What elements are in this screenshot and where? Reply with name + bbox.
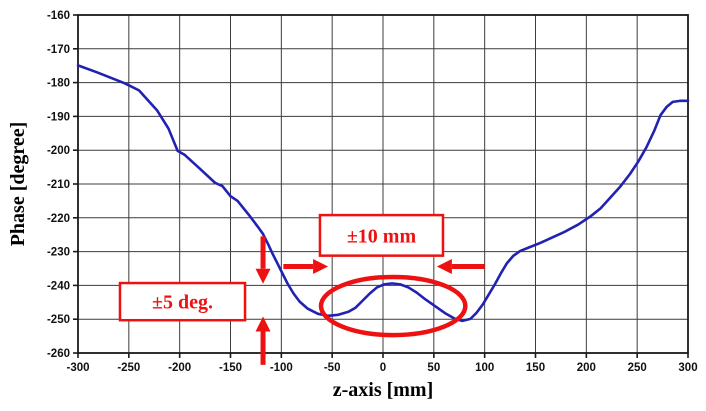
y-tick-label: -250 xyxy=(47,314,70,326)
y-tick-label: -180 xyxy=(47,78,70,90)
arrow-left-icon xyxy=(436,258,485,274)
tick-marks xyxy=(73,14,689,358)
y-tick-label: -260 xyxy=(47,348,70,360)
arrow-right-icon xyxy=(283,258,329,274)
y-tick-label: -170 xyxy=(47,44,70,56)
x-tick-label: -200 xyxy=(168,362,191,374)
y-tick-label: -200 xyxy=(47,145,70,157)
x-tick-label: 200 xyxy=(577,362,596,374)
y-tick-label: -190 xyxy=(47,111,70,123)
arrow-down-icon xyxy=(255,236,271,284)
label-5deg-text: ±5 deg. xyxy=(152,292,213,314)
x-tick-label: 0 xyxy=(380,362,386,374)
annotations: ±10 mm ±5 deg. xyxy=(118,213,485,365)
label-10mm-box: ±10 mm xyxy=(318,213,445,257)
x-tick-label: -50 xyxy=(324,362,341,374)
y-tick-label: -230 xyxy=(47,247,70,259)
x-tick-label: 100 xyxy=(475,362,494,374)
ripple-highlight-ellipse xyxy=(318,274,468,338)
x-tick-label: 250 xyxy=(628,362,647,374)
x-tick-label: 150 xyxy=(526,362,545,374)
y-tick-label: -220 xyxy=(47,213,70,225)
y-axis-title: Phase [degree] xyxy=(7,122,29,247)
x-tick-label: 300 xyxy=(678,362,697,374)
x-axis-title: z-axis [mm] xyxy=(333,379,434,401)
phase-curve xyxy=(76,64,690,323)
arrow-up-icon xyxy=(255,316,271,365)
y-tick-label: -160 xyxy=(47,10,70,22)
tick-labels: -300 -250 -200 -150 -100 -50 0 50 100 150 200 250 30… xyxy=(47,10,698,374)
x-tick-label: -150 xyxy=(219,362,242,374)
x-tick-label: -100 xyxy=(270,362,293,374)
x-tick-label: 50 xyxy=(427,362,440,374)
y-tick-label: -240 xyxy=(47,280,70,292)
y-tick-label: -210 xyxy=(47,179,70,191)
label-5deg-box: ±5 deg. xyxy=(118,281,247,322)
x-tick-label: -300 xyxy=(66,362,89,374)
label-10mm-text: ±10 mm xyxy=(347,225,417,247)
x-tick-label: -250 xyxy=(117,362,140,374)
